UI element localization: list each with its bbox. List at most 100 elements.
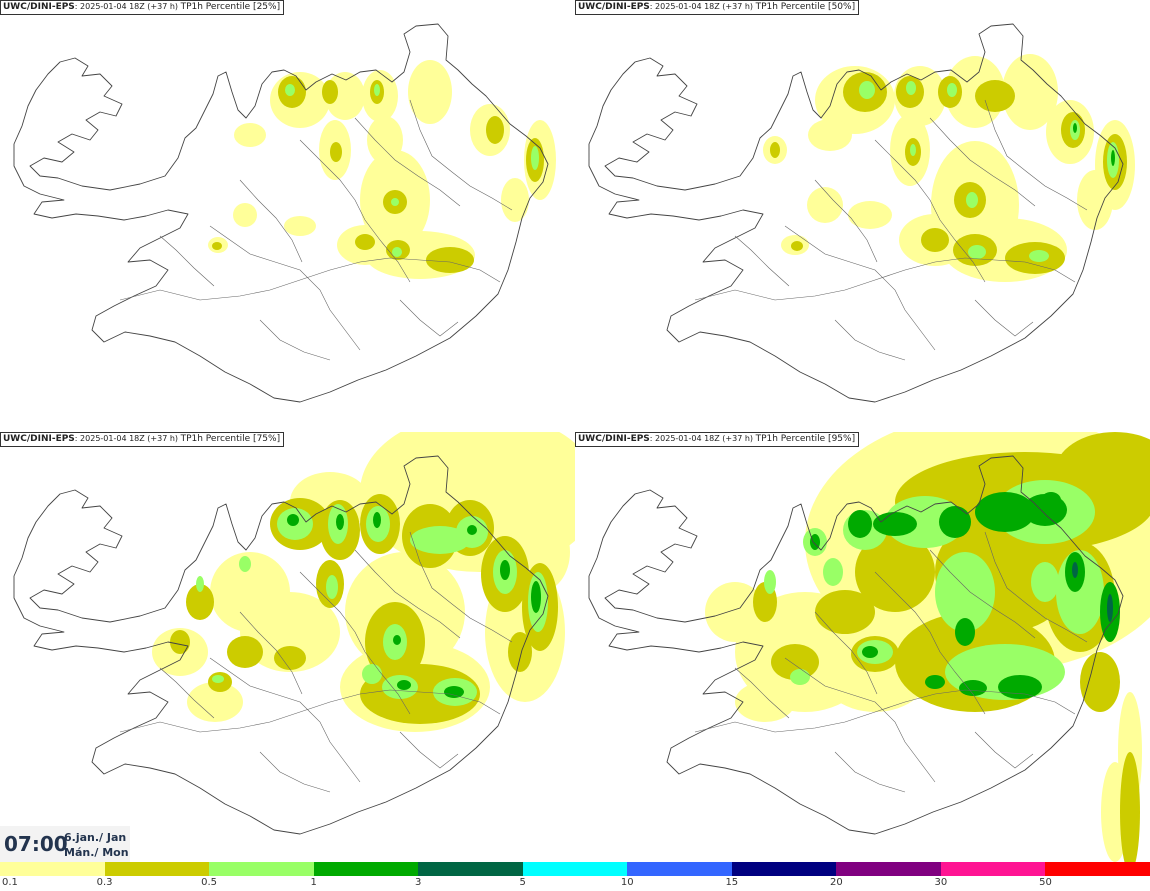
precip-contour bbox=[959, 680, 987, 696]
region-boundary bbox=[159, 667, 215, 719]
region-boundary bbox=[734, 667, 790, 719]
precip-contour bbox=[873, 512, 917, 536]
precip-contour bbox=[239, 556, 251, 572]
map-panel-p50: UWC/DINI-EPS: 2025-01-04 18Z (+37 h) TP1… bbox=[575, 0, 1150, 430]
precip-field bbox=[763, 54, 1135, 282]
legend-swatch bbox=[1045, 862, 1150, 876]
region-boundary bbox=[119, 689, 501, 733]
precip-contour bbox=[1107, 594, 1113, 622]
region-boundary bbox=[984, 531, 1088, 643]
precip-contour bbox=[410, 526, 470, 554]
precip-contour bbox=[187, 682, 243, 722]
precip-contour bbox=[906, 81, 916, 95]
panel-title: UWC/DINI-EPS: 2025-01-04 18Z (+37 h) TP1… bbox=[0, 0, 285, 15]
precip-field bbox=[152, 432, 575, 732]
precip-contour bbox=[233, 203, 257, 227]
region-boundary bbox=[259, 319, 331, 361]
precip-contour bbox=[770, 142, 780, 158]
legend-tick-label: 50 bbox=[1039, 877, 1052, 888]
precip-contour bbox=[508, 632, 532, 672]
region-boundary bbox=[209, 657, 361, 783]
precip-contour bbox=[330, 142, 342, 162]
precip-contour bbox=[501, 178, 529, 222]
coastline bbox=[13, 23, 549, 403]
precip-contour bbox=[855, 532, 935, 612]
coastline bbox=[588, 23, 1124, 403]
precip-contour bbox=[186, 584, 214, 620]
region-boundary bbox=[119, 257, 501, 301]
precip-contour bbox=[1029, 250, 1049, 262]
precip-contour bbox=[807, 187, 843, 223]
precip-contour bbox=[374, 84, 380, 96]
region-boundary bbox=[814, 179, 878, 263]
model-label: UWC/DINI-EPS bbox=[578, 2, 650, 12]
precip-contour bbox=[362, 664, 382, 684]
legend-tick-label: 30 bbox=[934, 877, 948, 888]
color-legend: 0.1 0.3 0.5 1 3 5 10 15 20 30 50 bbox=[0, 862, 1150, 891]
legend-swatch bbox=[209, 862, 314, 876]
precip-contour bbox=[392, 247, 402, 257]
precip-contour bbox=[240, 592, 340, 672]
precip-contour bbox=[790, 669, 810, 685]
legend-tick-label: 15 bbox=[725, 877, 739, 888]
precip-contour bbox=[500, 560, 510, 580]
run-label: 2025-01-04 18Z (+37 h) bbox=[80, 2, 179, 11]
precip-contour bbox=[1041, 492, 1061, 508]
region-boundary bbox=[984, 99, 1088, 211]
precip-contour bbox=[326, 575, 338, 599]
region-boundary bbox=[814, 611, 878, 695]
legend-tick-label: 0.3 bbox=[96, 877, 113, 888]
precip-field bbox=[705, 432, 1150, 862]
coastline bbox=[13, 455, 549, 835]
map-canvas bbox=[588, 432, 1150, 862]
precip-contour bbox=[848, 510, 872, 538]
legend-tick-label: 5 bbox=[519, 877, 526, 888]
precip-contour bbox=[771, 644, 819, 680]
region-boundary bbox=[159, 235, 215, 287]
valid-time: 07:00 bbox=[4, 832, 68, 856]
legend-tick-label: 1 bbox=[310, 877, 317, 888]
run-label: 2025-01-04 18Z (+37 h) bbox=[655, 434, 754, 443]
region-boundary bbox=[929, 117, 1036, 207]
precip-contour bbox=[287, 514, 299, 526]
legend-swatch bbox=[940, 862, 1046, 876]
region-boundary bbox=[974, 299, 1034, 337]
run-label: 2025-01-04 18Z (+37 h) bbox=[80, 434, 179, 443]
legend-color-bar bbox=[0, 862, 1150, 876]
precip-contour bbox=[234, 123, 266, 147]
legend-tick-label: 20 bbox=[829, 877, 843, 888]
precip-contour bbox=[947, 83, 957, 97]
region-boundary bbox=[299, 139, 411, 283]
coastline bbox=[588, 455, 1124, 835]
legend-tick-label: 0.5 bbox=[201, 877, 218, 888]
panel-title: UWC/DINI-EPS: 2025-01-04 18Z (+37 h) TP1… bbox=[575, 0, 860, 15]
precip-contour bbox=[815, 590, 875, 634]
valid-weekday: Mán./ Mon bbox=[64, 846, 129, 859]
precip-contour bbox=[823, 558, 843, 586]
legend-tick-label: 0.1 bbox=[2, 877, 18, 888]
precip-contour bbox=[968, 245, 986, 259]
map-canvas bbox=[13, 23, 556, 403]
precip-contour bbox=[336, 514, 344, 530]
run-label: 2025-01-04 18Z (+37 h) bbox=[655, 2, 754, 11]
precip-contour bbox=[1111, 150, 1115, 166]
precip-contour bbox=[355, 234, 375, 250]
region-boundary bbox=[974, 731, 1034, 769]
precip-contour bbox=[859, 81, 875, 99]
region-boundary bbox=[399, 299, 459, 337]
precip-contour bbox=[705, 582, 765, 642]
precip-contour bbox=[975, 80, 1015, 112]
precip-contour bbox=[910, 144, 916, 156]
precip-contour bbox=[227, 636, 263, 668]
precip-contour bbox=[486, 116, 504, 144]
precip-contour bbox=[444, 686, 464, 698]
field-label: TP1h Percentile [75%] bbox=[180, 434, 281, 444]
precip-contour bbox=[998, 675, 1042, 699]
precip-contour bbox=[393, 635, 401, 645]
precip-contour bbox=[1002, 54, 1058, 130]
region-boundary bbox=[929, 549, 1036, 639]
precip-contour bbox=[1120, 752, 1140, 862]
map-panel-p75: UWC/DINI-EPS: 2025-01-04 18Z (+37 h) TP1… bbox=[0, 432, 575, 862]
model-label: UWC/DINI-EPS bbox=[578, 434, 650, 444]
precip-contour bbox=[212, 675, 224, 683]
